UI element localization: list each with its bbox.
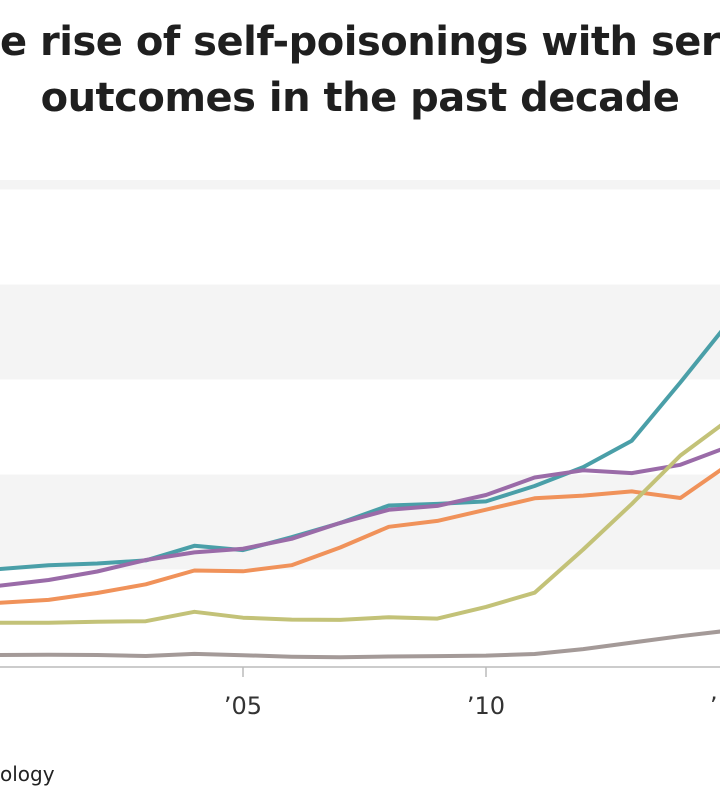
x-tick-label-2: ’10 [467, 692, 505, 720]
x-tick-label-3: ’15 [710, 692, 720, 720]
chart-title-line-1: e rise of self-poisonings with seri [0, 19, 720, 65]
grid-band-3 [0, 180, 720, 190]
series-lines [0, 329, 720, 660]
grid-band-1 [0, 474, 720, 570]
x-axis-ticks: ’05 ’10 ’15 [224, 667, 720, 720]
series-line-4 [0, 423, 720, 625]
series-line-5 [0, 629, 720, 660]
x-tick-label-1: ’05 [224, 692, 262, 720]
chart-title-line-2: outcomes in the past decade [40, 75, 680, 121]
chart-title: e rise of self-poisonings with seri outc… [0, 14, 720, 126]
background-bands [0, 180, 720, 570]
series-line-2 [0, 447, 720, 588]
grid-band-2 [0, 284, 720, 380]
source-note: ology [0, 762, 55, 786]
series-line-3 [0, 467, 720, 605]
